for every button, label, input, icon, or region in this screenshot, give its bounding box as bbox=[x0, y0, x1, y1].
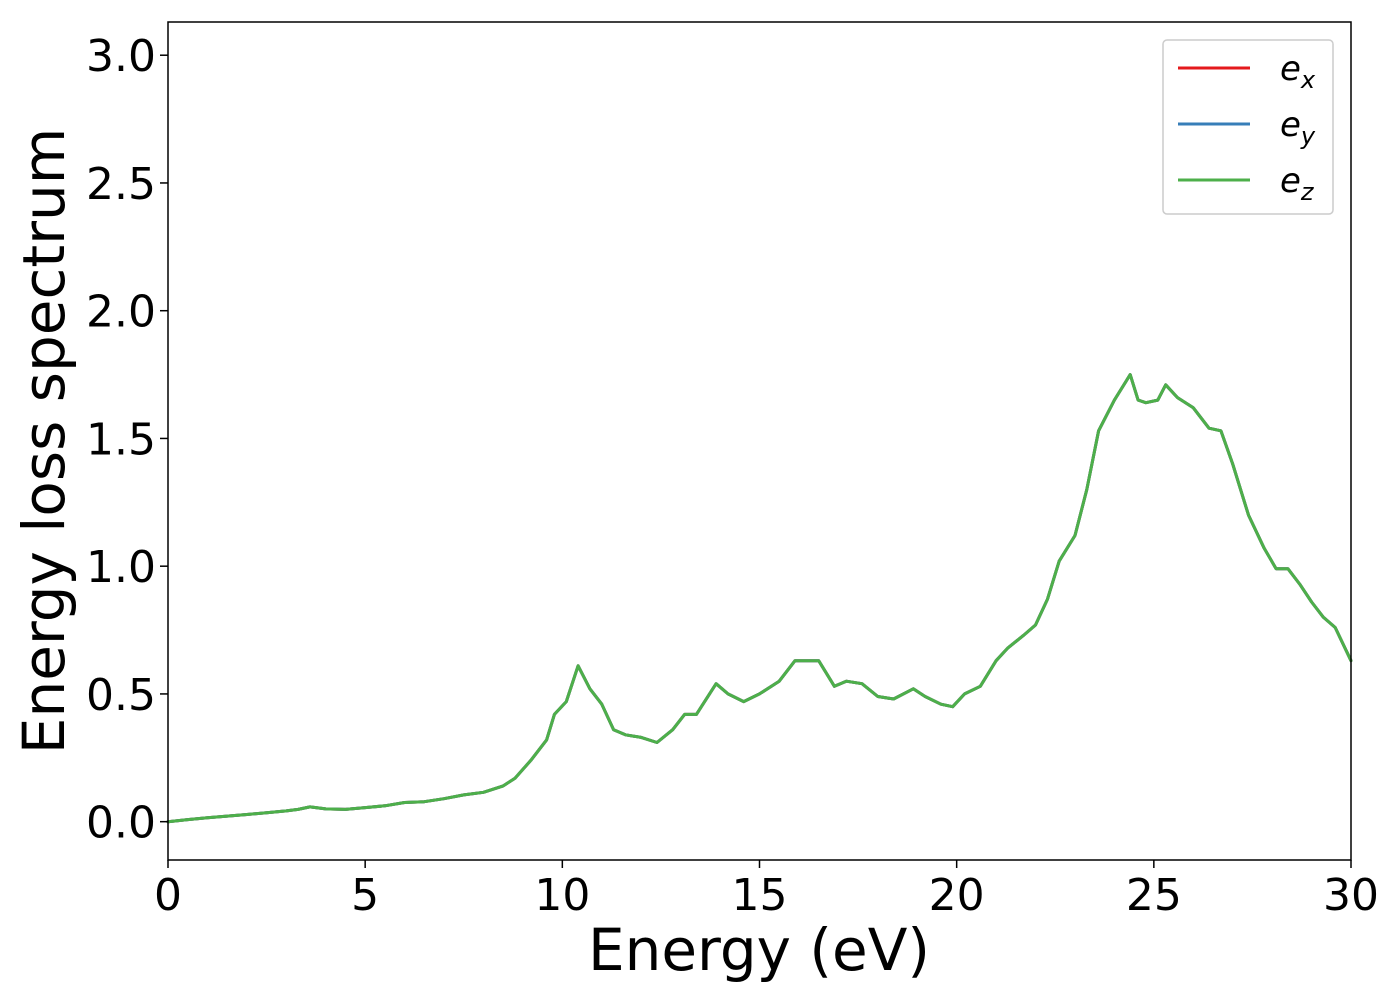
y-tick-label: 2.0 bbox=[86, 287, 156, 338]
plot-background bbox=[168, 22, 1351, 860]
x-axis: 0 5 10 15 20 25 30 bbox=[154, 860, 1379, 921]
y-axis-label: Energy loss spectrum bbox=[10, 128, 78, 754]
y-tick-label: 1.5 bbox=[86, 414, 156, 465]
x-tick-label: 25 bbox=[1126, 870, 1182, 921]
series-layer bbox=[166, 373, 1353, 824]
y-tick-label: 3.0 bbox=[86, 31, 156, 82]
y-tick-label: 0.0 bbox=[86, 798, 156, 849]
series-line-ez bbox=[166, 373, 1353, 824]
x-tick-label: 15 bbox=[732, 870, 788, 921]
x-tick-label: 5 bbox=[351, 870, 379, 921]
x-tick-label: 20 bbox=[929, 870, 985, 921]
x-tick-label: 30 bbox=[1323, 870, 1379, 921]
y-axis: 0.0 0.5 1.0 1.5 2.0 2.5 3.0 bbox=[86, 31, 168, 849]
y-tick-label: 1.0 bbox=[86, 542, 156, 593]
y-tick-label: 0.5 bbox=[86, 670, 156, 721]
legend-box bbox=[1162, 39, 1334, 215]
x-tick-label: 0 bbox=[154, 870, 182, 921]
x-axis-label: Energy (eV) bbox=[588, 916, 930, 984]
y-tick-label: 2.5 bbox=[86, 159, 156, 210]
x-tick-label: 10 bbox=[534, 870, 590, 921]
